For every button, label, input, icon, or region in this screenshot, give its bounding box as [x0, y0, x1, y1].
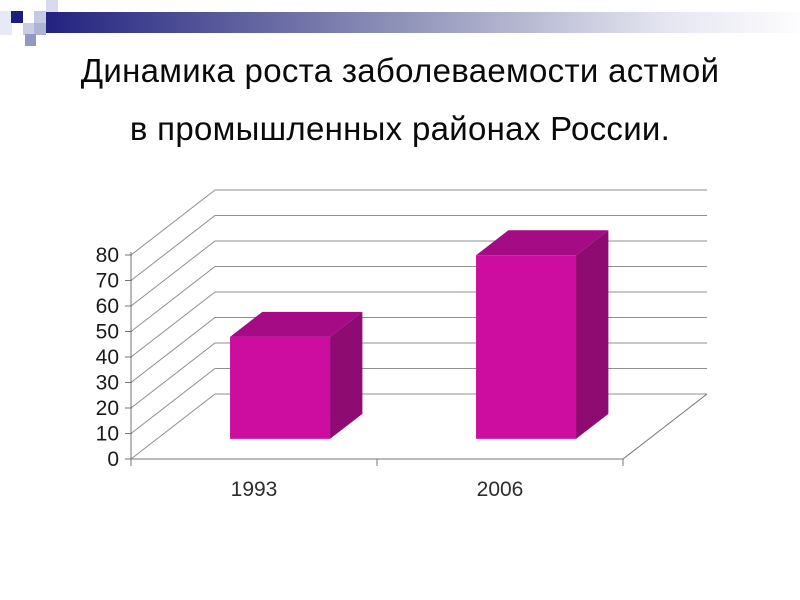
title-line-2: в промышленных районах России. — [129, 109, 671, 147]
gridline-80 — [130, 189, 707, 256]
decor-square-periwinkle — [34, 11, 46, 23]
bar-1993-side-face — [330, 311, 363, 439]
gridline-50 — [130, 266, 707, 332]
gridline-0 — [130, 393, 707, 460]
decor-left-strip — [0, 11, 12, 35]
bar-1993-front-face — [230, 336, 331, 439]
bar-2006-front-face — [476, 255, 577, 439]
gridline-70 — [130, 215, 707, 281]
y-axis-label-0: 0 — [107, 448, 119, 471]
floor-edge — [131, 393, 708, 460]
bar-1993-top-face — [230, 311, 363, 337]
y-axis-label-20: 20 — [96, 397, 119, 420]
gridline-40 — [130, 291, 707, 358]
y-axis-label-80: 80 — [96, 244, 119, 267]
gridline-60 — [130, 240, 707, 307]
bar-2006-top-face — [476, 230, 609, 256]
header-gradient-bar — [46, 12, 800, 33]
category-label-1993: 1993 — [231, 478, 278, 501]
decor-square-blue-gray — [34, 23, 46, 35]
gridline-30 — [130, 317, 707, 383]
slide-title: Динамика роста заболеваемости астмой в п… — [0, 42, 800, 158]
gridline-10 — [130, 368, 707, 434]
decor-square-pale — [46, 0, 58, 12]
y-axis-label-60: 60 — [96, 295, 119, 318]
bar-2006-side-face — [576, 230, 609, 439]
y-axis-label-50: 50 — [96, 321, 119, 344]
y-axis-label-10: 10 — [96, 423, 119, 446]
y-axis-label-30: 30 — [96, 372, 119, 395]
title-line-1: Динамика роста заболеваемости астмой — [80, 52, 720, 89]
y-axis-label-70: 70 — [96, 270, 119, 293]
decor-square-lavender — [23, 23, 35, 35]
category-label-2006: 2006 — [477, 478, 524, 501]
y-axis-label-40: 40 — [96, 346, 119, 369]
decor-square-medium-blue — [25, 34, 36, 46]
decor-square-dark-navy — [11, 11, 23, 23]
gridline-20 — [130, 342, 707, 409]
